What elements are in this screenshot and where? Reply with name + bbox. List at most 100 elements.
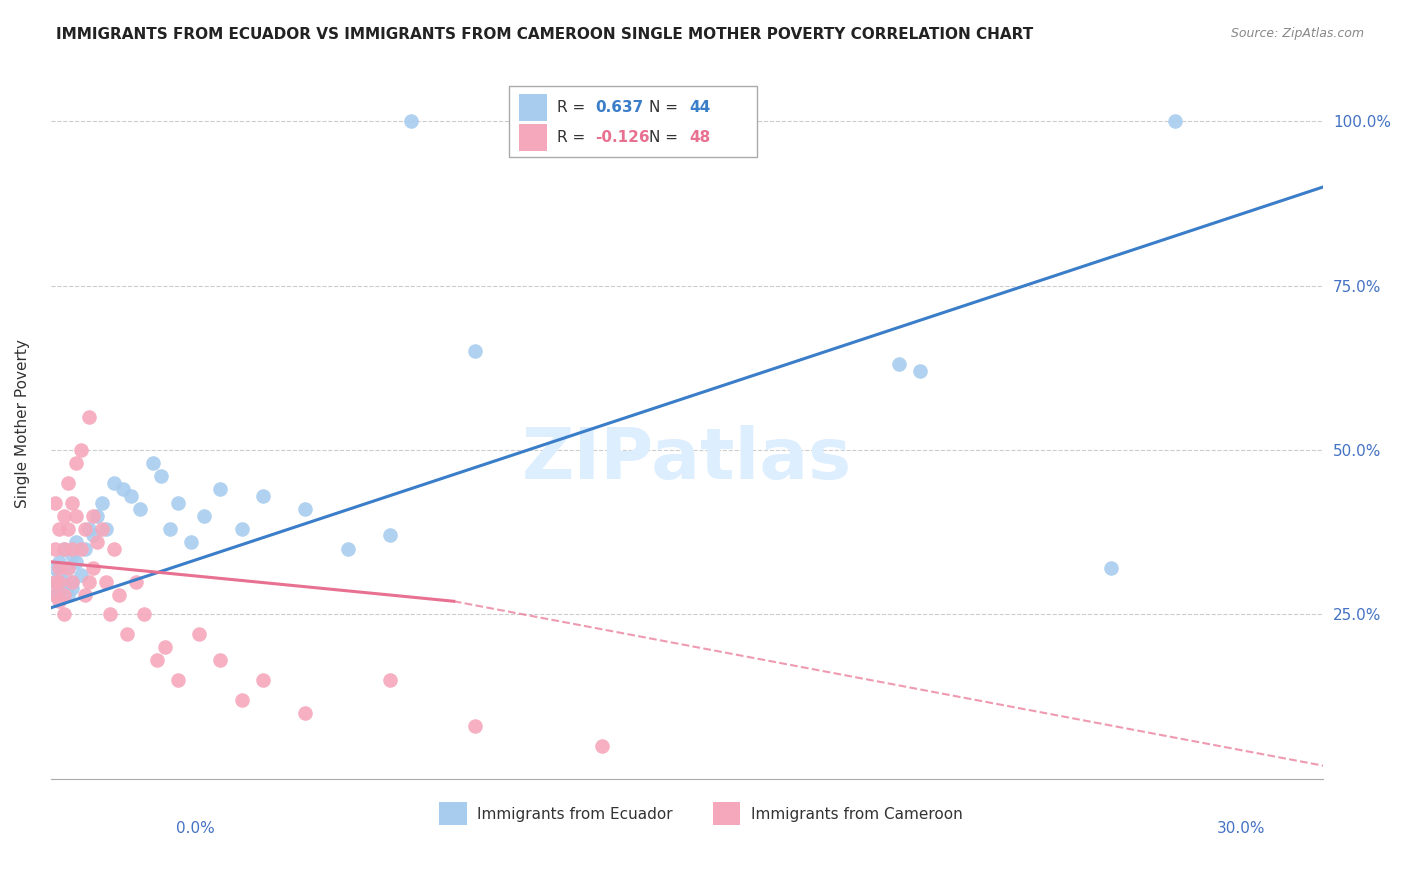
- Text: -0.126: -0.126: [595, 130, 650, 145]
- Point: [90, 495, 112, 509]
- Point: [120, 489, 142, 503]
- Point: [887, 358, 910, 372]
- Point: [60, 541, 83, 556]
- Point: [65, 535, 87, 549]
- Text: 30.0%: 30.0%: [1218, 821, 1265, 836]
- Point: [48, 522, 70, 536]
- Text: IMMIGRANTS FROM ECUADOR VS IMMIGRANTS FROM CAMEROON SINGLE MOTHER POVERTY CORREL: IMMIGRANTS FROM ECUADOR VS IMMIGRANTS FR…: [56, 27, 1033, 42]
- Point: [103, 475, 125, 490]
- Point: [52, 508, 75, 523]
- Point: [180, 535, 202, 549]
- Point: [52, 541, 75, 556]
- Point: [209, 653, 232, 667]
- Point: [252, 673, 274, 688]
- Point: [60, 581, 83, 595]
- Point: [231, 693, 253, 707]
- Point: [129, 502, 152, 516]
- FancyBboxPatch shape: [519, 124, 547, 151]
- Point: [188, 627, 211, 641]
- Point: [591, 739, 613, 753]
- Point: [52, 574, 75, 589]
- Point: [231, 522, 253, 536]
- Point: [90, 522, 112, 536]
- Point: [73, 541, 96, 556]
- Point: [44, 574, 66, 589]
- Point: [65, 508, 87, 523]
- Point: [56, 522, 79, 536]
- Point: [44, 561, 66, 575]
- Point: [44, 541, 66, 556]
- Point: [73, 588, 96, 602]
- Point: [378, 528, 401, 542]
- Point: [86, 508, 108, 523]
- Text: 44: 44: [689, 100, 711, 115]
- Point: [401, 114, 423, 128]
- Point: [60, 574, 83, 589]
- Point: [82, 508, 104, 523]
- Text: N =: N =: [650, 100, 683, 115]
- Point: [142, 456, 165, 470]
- Point: [52, 541, 75, 556]
- Y-axis label: Single Mother Poverty: Single Mother Poverty: [15, 339, 30, 508]
- Point: [159, 522, 181, 536]
- Text: ZIPatlas: ZIPatlas: [522, 425, 852, 493]
- Point: [48, 555, 70, 569]
- Point: [94, 522, 117, 536]
- Point: [69, 541, 91, 556]
- Point: [69, 442, 91, 457]
- Point: [44, 588, 66, 602]
- Point: [69, 568, 91, 582]
- Point: [82, 528, 104, 542]
- Point: [65, 555, 87, 569]
- Point: [103, 541, 125, 556]
- Point: [111, 483, 134, 497]
- Point: [193, 508, 215, 523]
- Point: [115, 627, 138, 641]
- Point: [56, 475, 79, 490]
- Point: [44, 495, 66, 509]
- Point: [48, 574, 70, 589]
- Text: Immigrants from Cameroon: Immigrants from Cameroon: [751, 807, 963, 822]
- Point: [98, 607, 121, 622]
- Point: [60, 548, 83, 562]
- Text: Source: ZipAtlas.com: Source: ZipAtlas.com: [1230, 27, 1364, 40]
- Point: [294, 706, 316, 720]
- Point: [150, 469, 173, 483]
- Text: R =: R =: [557, 100, 591, 115]
- Text: 0.637: 0.637: [595, 100, 644, 115]
- Point: [52, 607, 75, 622]
- Point: [155, 640, 177, 655]
- Point: [167, 495, 190, 509]
- Text: 48: 48: [689, 130, 711, 145]
- Point: [1099, 561, 1122, 575]
- Point: [86, 535, 108, 549]
- Point: [146, 653, 169, 667]
- Point: [60, 495, 83, 509]
- Point: [73, 522, 96, 536]
- Point: [336, 541, 359, 556]
- Point: [48, 594, 70, 608]
- Point: [124, 574, 146, 589]
- Text: Immigrants from Ecuador: Immigrants from Ecuador: [477, 807, 672, 822]
- Point: [56, 561, 79, 575]
- Point: [44, 574, 66, 589]
- Point: [464, 719, 486, 733]
- FancyBboxPatch shape: [439, 802, 467, 825]
- Point: [56, 588, 79, 602]
- Text: R =: R =: [557, 130, 591, 145]
- Point: [48, 568, 70, 582]
- Point: [910, 364, 932, 378]
- Point: [65, 456, 87, 470]
- Point: [77, 410, 100, 425]
- Point: [134, 607, 156, 622]
- Point: [77, 574, 100, 589]
- Point: [94, 574, 117, 589]
- Point: [209, 483, 232, 497]
- FancyBboxPatch shape: [713, 802, 741, 825]
- Point: [52, 588, 75, 602]
- Point: [48, 561, 70, 575]
- Point: [56, 561, 79, 575]
- Point: [167, 673, 190, 688]
- Point: [1164, 114, 1187, 128]
- Point: [294, 502, 316, 516]
